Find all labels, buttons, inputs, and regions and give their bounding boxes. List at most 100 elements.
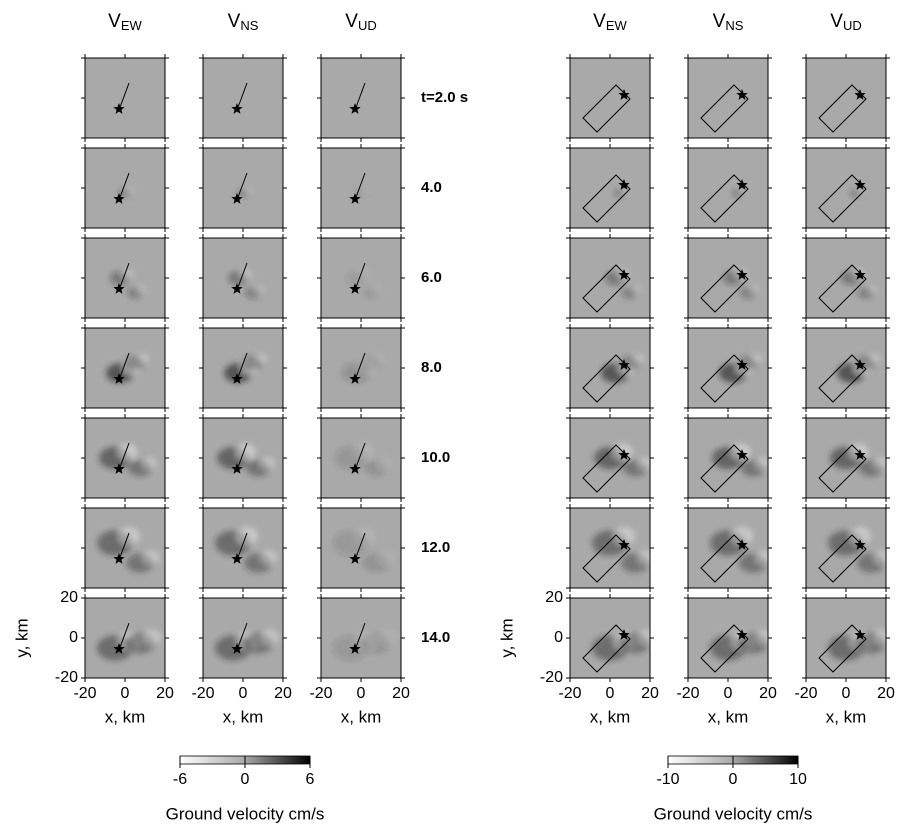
snapshot-panel [684,414,772,502]
wave-light [632,354,644,364]
epicenter-star [854,449,866,460]
x-tick-label: 20 [156,685,174,702]
fault-trace [354,622,366,651]
epicenter-star [349,283,361,294]
x-tick-label: 20 [641,685,659,702]
snapshot-panel [684,234,772,322]
column-title-sub: UD [358,18,377,33]
time-label: 4.0 [421,179,442,196]
wavefield [342,354,385,383]
panel-background [321,148,401,228]
panel-background [203,58,283,138]
column-title-sub: NS [240,18,258,33]
wavefield [215,526,278,573]
y-tick-label: 20 [60,589,78,606]
snapshot-panel [199,324,287,412]
snapshot-panel [802,414,890,502]
epicenter-star [736,269,748,280]
wave-light [142,457,157,470]
wave-light [378,550,396,565]
epicenter-star [113,643,125,654]
x-tick-label: 0 [239,685,248,702]
wave-light [731,526,754,545]
snapshot-panel [81,504,169,592]
wave-light [126,187,134,194]
epicenter-star [349,643,361,654]
panel-background [806,58,886,138]
y-axis-label: y, km [12,618,31,657]
epicenter-star [231,643,243,654]
snapshot-panel [566,234,654,322]
fault-trace [354,442,366,471]
wave-light [136,285,147,294]
epicenter-star [618,359,630,370]
epicenter-star [349,463,361,474]
wave-light [372,285,383,294]
x-tick-label: 20 [759,685,777,702]
x-tick-label: 0 [606,685,615,702]
epicenter-star [854,359,866,370]
column-title-sub: UD [843,18,862,33]
snapshot-panel [566,504,654,592]
epicenter-star [349,193,361,204]
snapshot-panel [81,144,169,232]
epicenter-star [618,89,630,100]
wave-light [354,526,377,545]
epicenter-star [854,89,866,100]
fault-trace [118,622,130,651]
panel-background [688,148,768,228]
fault-trace [236,622,248,651]
epicenter-star [618,179,630,190]
wave-light [260,457,275,470]
panel-background [806,148,886,228]
snapshot-panel [199,54,287,142]
fault-trace [236,352,248,381]
snapshot-panel [199,144,287,232]
epicenter-star [618,449,630,460]
epicenter-star [854,539,866,550]
snapshot-panel [684,54,772,142]
snapshot-panel [684,144,772,232]
fault-trace [236,82,248,111]
wavefield [723,269,760,299]
epicenter-star [113,463,125,474]
fault-trace [118,532,130,561]
snapshot-panel [684,504,772,592]
wave-light [362,187,370,194]
epicenter-star [113,373,125,384]
time-label: t=2.0 s [421,89,468,106]
wavefield [828,629,886,661]
x-tick-label: -20 [191,685,214,702]
column-title-main: V [228,11,241,32]
wave-light [261,629,279,645]
epicenter-star [736,449,748,460]
wavefield [605,269,642,299]
snapshot-panel [81,54,169,142]
fault-trace [118,262,130,291]
fault-trace [354,352,366,381]
snapshot-panel [802,144,890,232]
wave-light [122,269,134,279]
wave-light [354,443,374,460]
wave-light [118,526,141,545]
wavefield [217,443,275,477]
snapshot-panel [802,504,890,592]
snapshot-panel [802,324,890,412]
x-axis-label: x, km [826,707,867,726]
y-axis-label: y, km [497,618,516,657]
time-label: 10.0 [421,449,450,466]
snapshot-panel [81,324,169,412]
colorbar-tick-label: -6 [173,771,187,788]
snapshot-panel [566,594,654,682]
wave-light [613,526,636,545]
snapshot-panel [81,234,169,322]
column-title-main: V [713,11,726,32]
epicenter-star [349,553,361,564]
wavefield [710,629,768,661]
panel-background [570,148,650,228]
column-title: VUD [345,11,376,33]
wave-light [240,269,252,279]
snapshot-panel [199,234,287,322]
